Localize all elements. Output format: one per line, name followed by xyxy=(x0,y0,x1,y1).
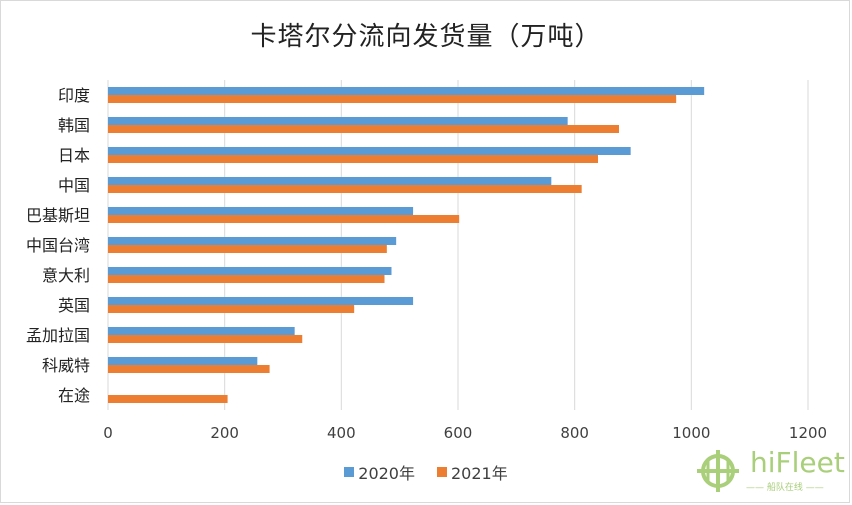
logo-tagline: —— 船队在线 —— xyxy=(746,483,824,493)
bar-2021-9 xyxy=(108,365,270,373)
bar-2020-3 xyxy=(108,177,552,185)
bar-2020-0 xyxy=(108,87,705,95)
y-category-label: 巴基斯坦 xyxy=(26,206,90,225)
x-tick-label: 600 xyxy=(444,424,473,442)
legend-item-2021: 2021年 xyxy=(437,460,508,484)
hifleet-logo: hiFleet —— 船队在线 —— xyxy=(694,444,845,496)
logo-mark-icon xyxy=(697,450,739,492)
bar-2020-9 xyxy=(108,357,258,365)
bar-2021-8 xyxy=(108,335,303,343)
bar-2020-1 xyxy=(108,117,568,125)
y-category-label: 英国 xyxy=(58,296,90,315)
bar-2021-10 xyxy=(108,395,228,403)
x-tick-label: 1200 xyxy=(789,424,827,442)
bar-2021-6 xyxy=(108,275,385,283)
y-category-label: 中国台湾 xyxy=(26,236,90,255)
bar-2020-2 xyxy=(108,147,631,155)
y-category-label: 意大利 xyxy=(42,266,90,285)
bar-2021-3 xyxy=(108,185,582,193)
bar-2020-8 xyxy=(108,327,295,335)
x-tick-label: 800 xyxy=(560,424,589,442)
x-tick-label: 1000 xyxy=(672,424,710,442)
y-category-label: 中国 xyxy=(58,176,90,195)
chart-title: 卡塔尔分流向发货量（万吨） xyxy=(250,22,602,52)
y-category-label: 孟加拉国 xyxy=(26,326,90,345)
bar-2021-7 xyxy=(108,305,355,313)
legend-label-2020: 2020年 xyxy=(358,464,415,483)
y-category-label: 韩国 xyxy=(58,116,90,135)
bar-2021-2 xyxy=(108,155,598,163)
bar-2021-1 xyxy=(108,125,619,133)
chart-legend: 2020年 2021年 xyxy=(0,460,852,484)
legend-item-2020: 2020年 xyxy=(344,460,415,484)
y-category-label: 印度 xyxy=(58,86,90,105)
bar-2020-5 xyxy=(108,237,397,245)
bar-2020-7 xyxy=(108,297,414,305)
x-tick-label: 200 xyxy=(210,424,239,442)
x-tick-label: 400 xyxy=(327,424,356,442)
y-category-label: 科威特 xyxy=(42,356,90,375)
bar-2021-5 xyxy=(108,245,387,253)
legend-label-2021: 2021年 xyxy=(451,464,508,483)
bar-2021-0 xyxy=(108,95,677,103)
logo-brand-text: hiFleet xyxy=(750,446,845,479)
bar-2020-6 xyxy=(108,267,392,275)
y-category-label: 在途 xyxy=(58,386,90,405)
bar-2020-4 xyxy=(108,207,414,215)
legend-swatch-2020 xyxy=(344,467,355,477)
x-tick-label: 0 xyxy=(103,424,113,442)
legend-swatch-2021 xyxy=(437,467,447,477)
bar-2021-4 xyxy=(108,215,460,223)
y-category-label: 日本 xyxy=(58,146,90,165)
